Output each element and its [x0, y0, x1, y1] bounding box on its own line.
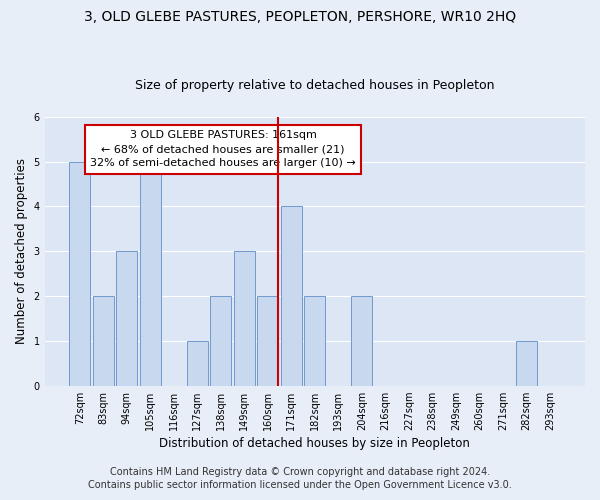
Bar [234, 251, 255, 386]
Bar [304, 296, 325, 386]
Bar [257, 296, 278, 386]
Bar [116, 251, 137, 386]
Bar [187, 341, 208, 386]
Text: 3, OLD GLEBE PASTURES, PEOPLETON, PERSHORE, WR10 2HQ: 3, OLD GLEBE PASTURES, PEOPLETON, PERSHO… [84, 10, 516, 24]
Text: Contains HM Land Registry data © Crown copyright and database right 2024.
Contai: Contains HM Land Registry data © Crown c… [88, 467, 512, 490]
Bar [351, 296, 373, 386]
Bar [140, 162, 161, 386]
Bar [69, 162, 91, 386]
Bar [516, 341, 537, 386]
Bar [210, 296, 232, 386]
Title: Size of property relative to detached houses in Peopleton: Size of property relative to detached ho… [135, 79, 494, 92]
X-axis label: Distribution of detached houses by size in Peopleton: Distribution of detached houses by size … [160, 437, 470, 450]
Bar [281, 206, 302, 386]
Bar [93, 296, 114, 386]
Text: 3 OLD GLEBE PASTURES: 161sqm
← 68% of detached houses are smaller (21)
32% of se: 3 OLD GLEBE PASTURES: 161sqm ← 68% of de… [90, 130, 356, 168]
Y-axis label: Number of detached properties: Number of detached properties [15, 158, 28, 344]
